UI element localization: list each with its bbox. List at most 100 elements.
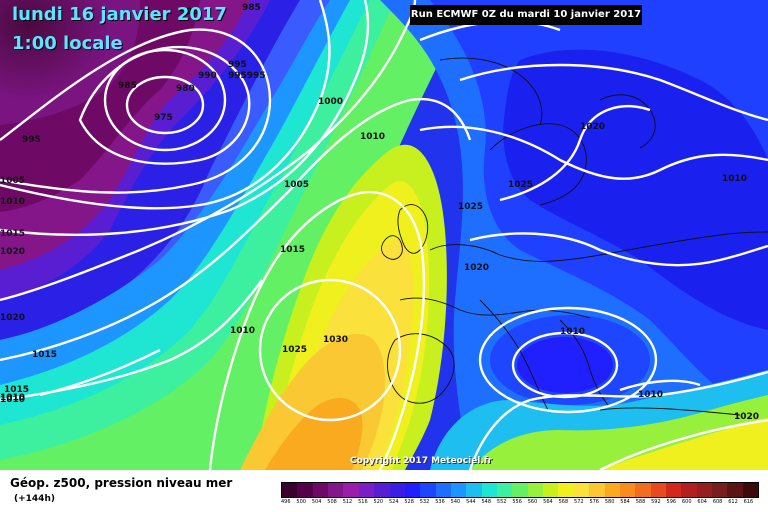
scale-label: 540 <box>450 499 461 505</box>
pressure-label: 990 <box>198 71 217 81</box>
scale-label: 512 <box>342 499 353 505</box>
pressure-labels: 990 985 985 980 975 990 995 995995 995 1… <box>0 3 759 422</box>
scale-swatch <box>297 483 313 497</box>
pressure-label: 1010 <box>638 390 663 400</box>
scale-swatch <box>696 483 713 497</box>
legend-bar: Géop. z500, pression niveau mer (+144h) … <box>0 470 768 512</box>
forecast-time: 1:00 locale <box>12 33 123 54</box>
scale-label: 504 <box>311 499 322 505</box>
scale-label: 568 <box>558 499 569 505</box>
pressure-label: 1010 <box>722 174 747 184</box>
scale-swatch <box>420 483 436 497</box>
scale-label: 528 <box>404 499 414 505</box>
pressure-label: 1010 <box>0 395 25 405</box>
scale-swatch <box>312 483 329 497</box>
scale-swatch <box>374 483 390 497</box>
map-canvas: 990 985 985 980 975 990 995 995995 995 1… <box>0 0 768 470</box>
scale-swatch <box>497 483 513 497</box>
legend-subtitle: (+144h) <box>14 494 55 504</box>
scale-swatch <box>512 483 528 497</box>
scale-label: 576 <box>589 499 599 505</box>
z500-band-green <box>0 0 470 470</box>
scale-swatch <box>328 483 344 497</box>
scale-label: 584 <box>620 499 630 505</box>
pressure-label: 1025 <box>508 180 533 190</box>
weather-map: 990 985 985 980 975 990 995 995995 995 1… <box>0 0 768 470</box>
pressure-label: 1030 <box>323 335 348 345</box>
scale-swatch <box>604 483 620 497</box>
pressure-label: 1025 <box>282 345 307 355</box>
scale-label: 496 <box>281 499 291 505</box>
pressure-label: 975 <box>154 113 173 123</box>
scale-swatch <box>343 483 359 497</box>
pressure-label: 980 <box>176 84 195 94</box>
scale-swatch <box>619 483 636 497</box>
scale-label: 596 <box>666 499 677 505</box>
scale-swatch <box>389 483 405 497</box>
scale-swatch <box>573 483 590 497</box>
pressure-label: 1000 <box>318 97 343 107</box>
pressure-label: 1020 <box>580 122 605 132</box>
pressure-label: 1010 <box>0 197 25 207</box>
forecast-date: lundi 16 janvier 2017 <box>12 4 227 25</box>
scale-swatch <box>450 483 467 497</box>
scale-label: 580 <box>604 499 615 505</box>
z500-trough-north <box>503 49 768 330</box>
pressure-label: 1005 <box>284 180 309 190</box>
z500-low-mediterranean-inner <box>517 337 613 393</box>
pressure-label: 995 <box>22 135 41 145</box>
scale-label: 544 <box>466 499 476 505</box>
scale-swatch <box>712 483 728 497</box>
scale-swatch <box>527 483 544 497</box>
isobars <box>0 0 768 470</box>
scale-label: 616 <box>743 499 754 505</box>
scale-label: 548 <box>481 499 492 505</box>
z500-ridge-core <box>265 398 363 470</box>
pressure-label: 1020 <box>0 247 25 257</box>
scale-label: 608 <box>712 499 723 505</box>
scale-swatch <box>481 483 498 497</box>
legend-title: Géop. z500, pression niveau mer <box>10 476 233 490</box>
pressure-label: 995995 <box>228 71 266 81</box>
scale-swatch <box>635 483 651 497</box>
scale-swatch <box>589 483 605 497</box>
scale-label: 500 <box>296 499 306 505</box>
scale-swatch <box>650 483 666 497</box>
scale-label: 572 <box>574 499 584 505</box>
pressure-label: 1015 <box>280 245 305 255</box>
pressure-label: 1010 <box>560 327 585 337</box>
scale-label: 588 <box>635 499 646 505</box>
color-scale-labels: 496 500 504 508 512 516 520 524 528 532 536 540 544 5… <box>281 499 759 509</box>
scale-swatch <box>404 483 421 497</box>
color-scale <box>281 482 759 498</box>
scale-label: 556 <box>512 499 522 505</box>
scale-label: 536 <box>435 499 445 505</box>
scale-swatch <box>282 483 298 497</box>
pressure-label: 1025 <box>458 202 483 212</box>
scale-label: 532 <box>419 499 430 505</box>
run-info: Run ECMWF 0Z du mardi 10 janvier 2017 <box>410 5 642 25</box>
z500-low-core <box>0 0 140 125</box>
scale-label: 600 <box>681 499 692 505</box>
scale-label: 564 <box>543 499 553 505</box>
scale-label: 604 <box>697 499 707 505</box>
pressure-label: 995 <box>228 60 247 70</box>
scale-label: 516 <box>358 499 368 505</box>
scale-label: 520 <box>373 499 384 505</box>
pressure-label: 1010 <box>230 326 255 336</box>
scale-swatch <box>558 483 574 497</box>
scale-swatch <box>681 483 697 497</box>
pressure-label: 990 <box>180 7 199 17</box>
pressure-label: 1020 <box>0 313 25 323</box>
pressure-label: 1020 <box>734 412 759 422</box>
scale-swatch <box>435 483 451 497</box>
scale-label: 592 <box>651 499 661 505</box>
scale-label: 524 <box>388 499 399 505</box>
pressure-label: 1010 <box>360 132 385 142</box>
z500-band-yellow-south <box>600 418 768 470</box>
scale-label: 508 <box>327 499 337 505</box>
scale-label: 552 <box>496 499 507 505</box>
scale-label: 560 <box>527 499 538 505</box>
pressure-label: 1010 <box>0 393 25 403</box>
pressure-label: 1020 <box>464 263 489 273</box>
